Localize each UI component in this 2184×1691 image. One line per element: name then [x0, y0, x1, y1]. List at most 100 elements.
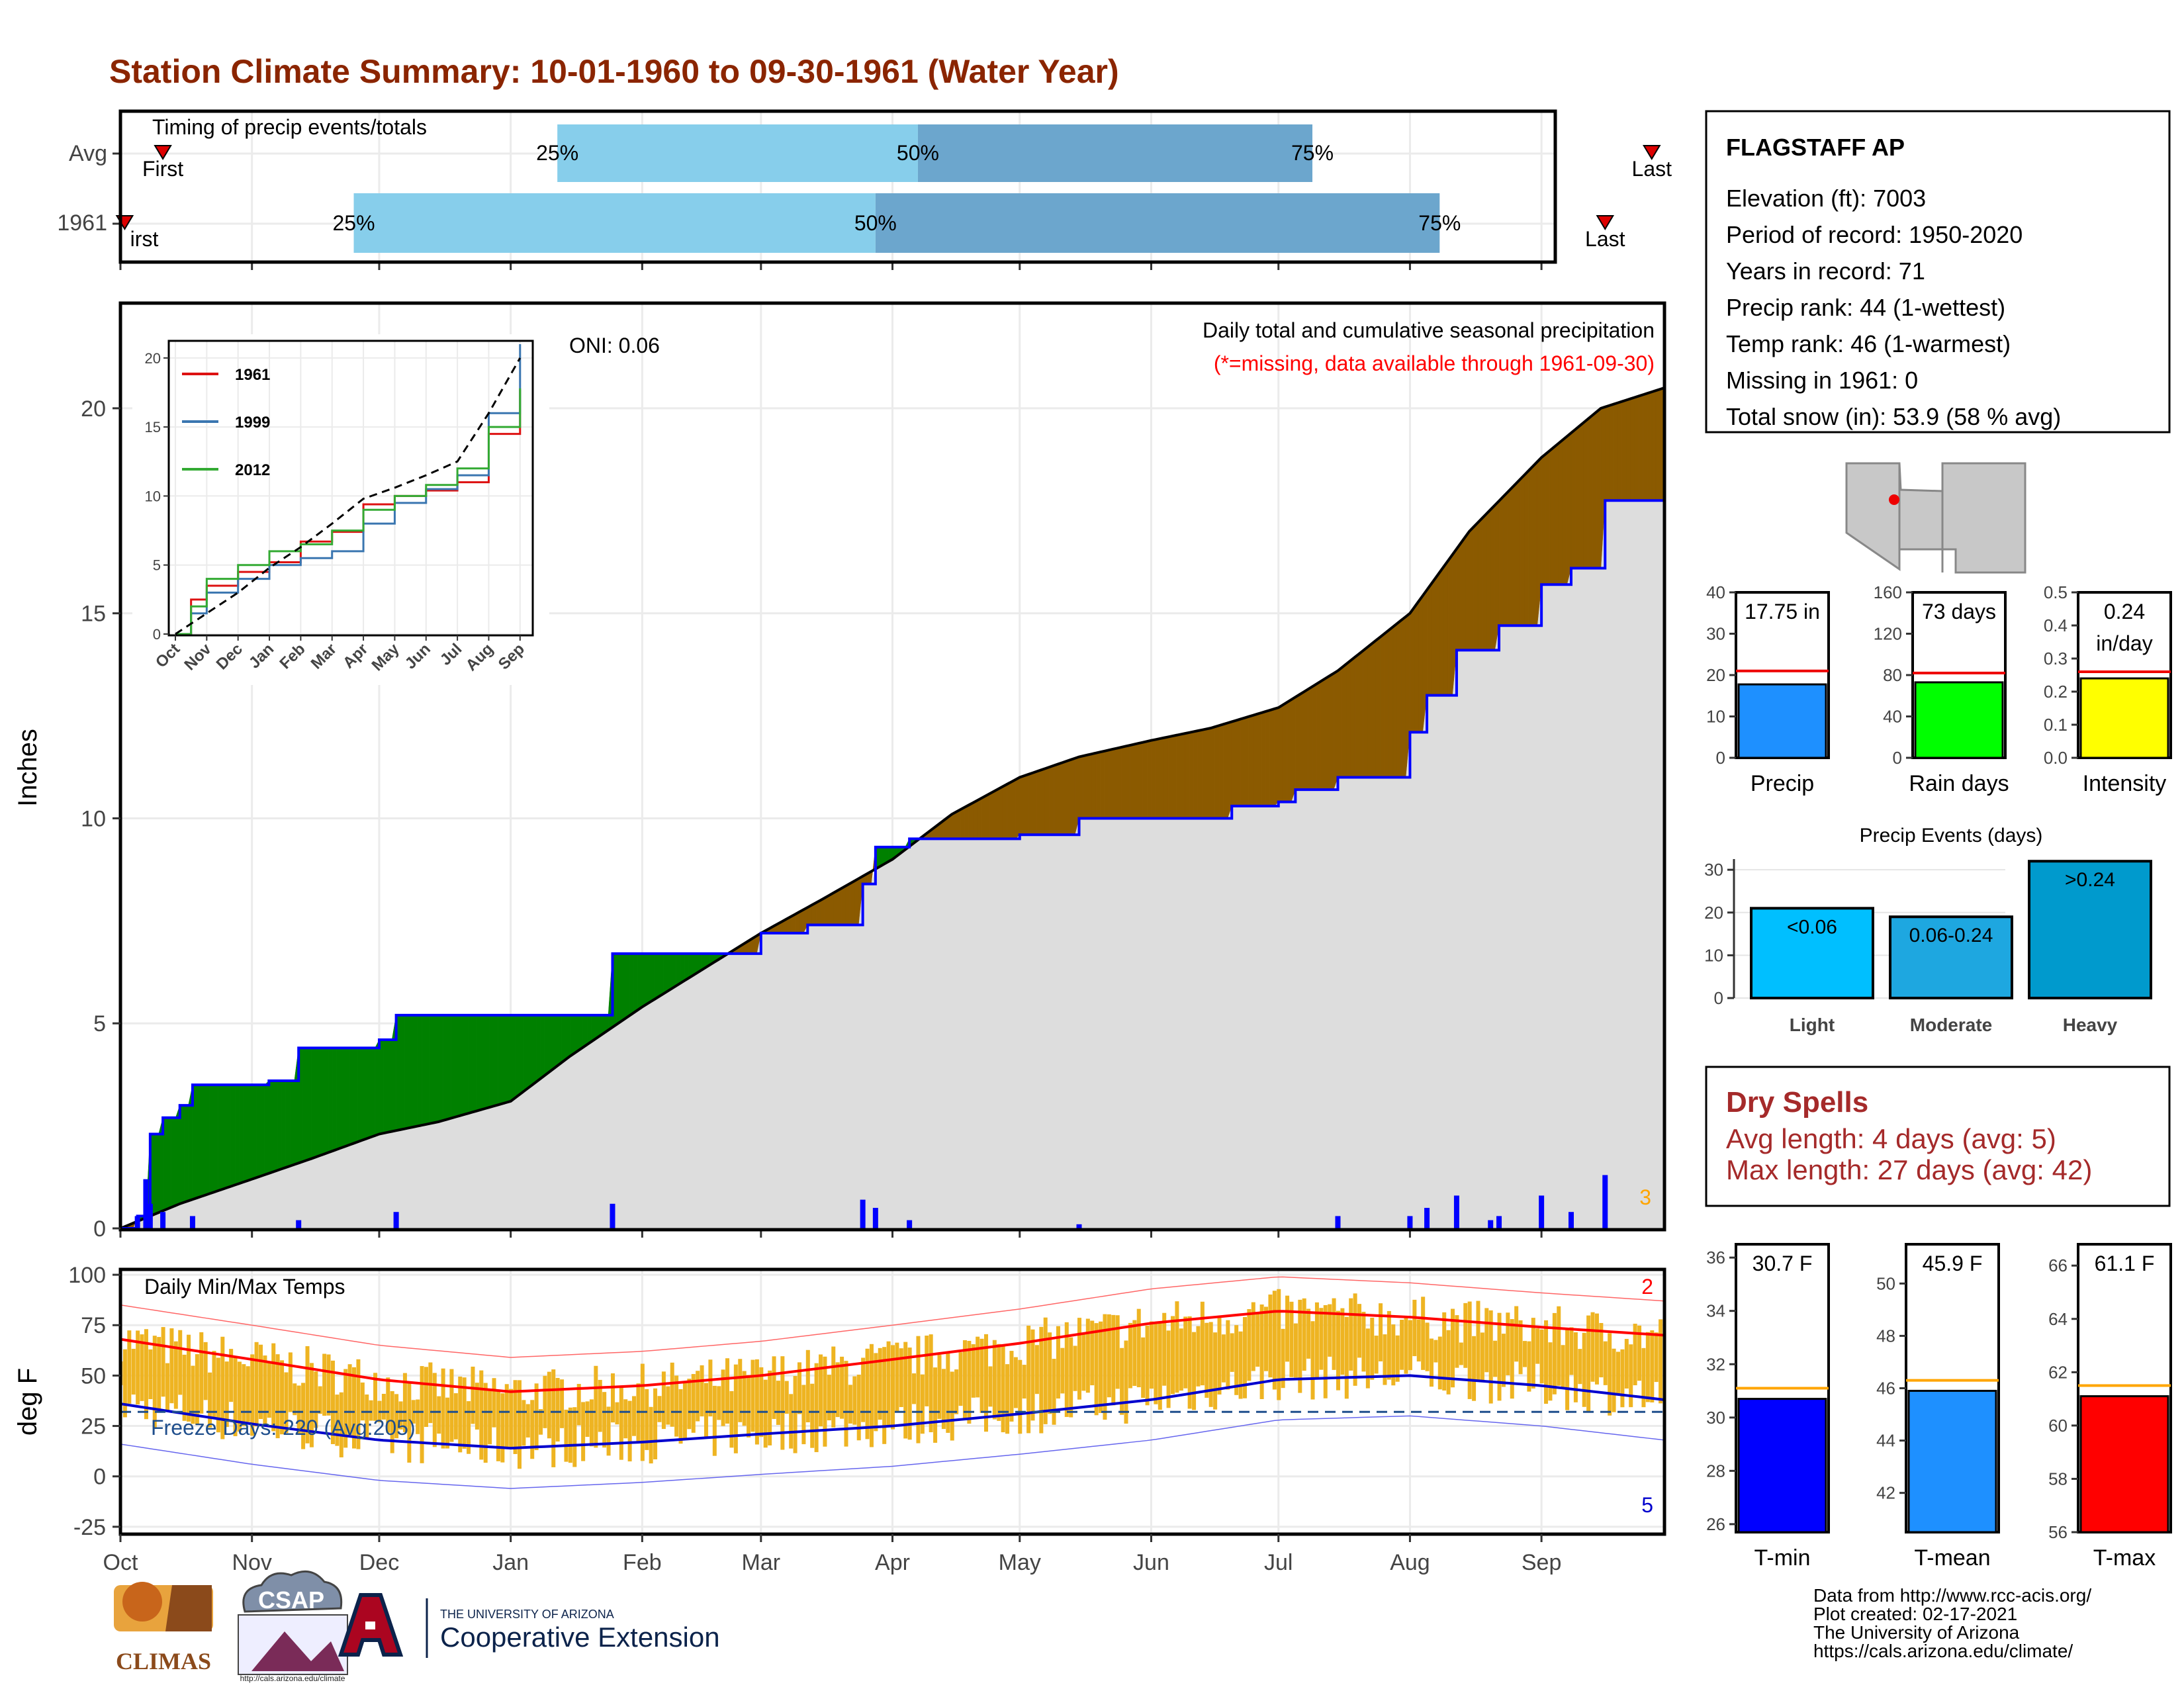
- temp-daily-bar: [1629, 1344, 1633, 1408]
- temp-daily-bar: [1425, 1322, 1430, 1371]
- station-info-line: Precip rank: 44 (1-wettest): [1726, 294, 2005, 321]
- temp-daily-bar: [1357, 1304, 1362, 1358]
- temp-daily-bar: [708, 1359, 713, 1417]
- temp-daily-bar: [572, 1407, 577, 1467]
- precip-surplus-area: [1142, 741, 1148, 819]
- precip-surplus-area: [1121, 746, 1126, 819]
- temp-daily-bar: [1582, 1332, 1586, 1407]
- timing-bar-25-50: [557, 124, 918, 182]
- temp-daily-bar: [144, 1329, 148, 1420]
- precip-ytick-label: 20: [81, 396, 106, 422]
- temp-daily-bar: [814, 1363, 819, 1453]
- temp-daily-bar: [543, 1375, 547, 1428]
- precip-events-chart: Precip Events (days) 0 10 20 30 <0.06 Light 0.…: [1704, 825, 2152, 1035]
- temp-daily-bar: [1272, 1291, 1277, 1390]
- temp-daily-bar: [1200, 1301, 1205, 1386]
- precip-surplus-area: [1193, 730, 1199, 819]
- precip-daily-bar: [1453, 1195, 1459, 1228]
- page-title: Station Climate Summary: 10-01-1960 to 0…: [109, 53, 1119, 90]
- temp-daily-bar: [1099, 1321, 1103, 1413]
- temp-daily-bar: [610, 1373, 615, 1423]
- temp-daily-bar: [267, 1361, 271, 1418]
- temp-daily-bar: [1408, 1320, 1412, 1371]
- temp-daily-bar: [865, 1348, 870, 1440]
- temp-daily-bar: [568, 1407, 572, 1463]
- temp-daily-bar: [768, 1370, 772, 1445]
- precip-surplus-area: [1007, 782, 1012, 839]
- precip-deficit-area: [447, 1015, 452, 1120]
- temp-daily-bar: [844, 1361, 848, 1447]
- temp-daily-bar: [1361, 1312, 1366, 1372]
- temp-daily-bar: [1365, 1328, 1370, 1389]
- temp-daily-bar: [687, 1379, 692, 1430]
- temp-daily-bar: [912, 1373, 917, 1404]
- temp-daily-bar: [140, 1334, 144, 1401]
- temp-daily-bar: [704, 1383, 708, 1439]
- precip-surplus-area: [1456, 542, 1461, 651]
- temp-daily-bar: [776, 1381, 780, 1425]
- precip-surplus-area: [1155, 738, 1160, 819]
- precip-surplus-area: [1477, 518, 1482, 651]
- timing-first-label: irst: [130, 227, 159, 251]
- temp-ytick-label: 0: [93, 1465, 106, 1490]
- temp-daily-bar: [1383, 1334, 1387, 1385]
- events-ytick-label: 10: [1704, 945, 1723, 965]
- precip-surplus-area: [1570, 429, 1576, 569]
- temp-daily-bar: [1115, 1315, 1120, 1389]
- events-bar-text: >0.24: [2065, 869, 2115, 891]
- temp-ytick-label: 100: [68, 1263, 106, 1288]
- temp-daily-bar: [1472, 1336, 1477, 1401]
- temp-daily-bar: [1594, 1313, 1599, 1385]
- temp-daily-bar: [458, 1376, 463, 1453]
- temp-daily-bar: [1166, 1330, 1171, 1408]
- temp-daily-bar: [1251, 1302, 1255, 1371]
- temp-daily-bar: [925, 1335, 929, 1406]
- station-info-line: Temp rank: 46 (1-warmest): [1726, 330, 2011, 357]
- temp-daily-bar: [721, 1369, 725, 1426]
- temp-daily-bar: [1259, 1304, 1264, 1399]
- gauge-ytick-label: 32: [1706, 1354, 1725, 1374]
- precip-deficit-area: [379, 1039, 384, 1134]
- temp-daily-bar: [1009, 1351, 1014, 1422]
- temp-daily-bar: [1379, 1303, 1383, 1361]
- precip-surplus-area: [829, 892, 834, 925]
- temp-daily-bar: [754, 1359, 759, 1445]
- timing-first-marker: [154, 145, 172, 160]
- precip-surplus-area: [1473, 522, 1479, 651]
- temp-daily-bar: [1226, 1320, 1230, 1390]
- precip-surplus-area: [1116, 747, 1122, 819]
- timing-pct-label: 75%: [1418, 211, 1461, 235]
- precip-surplus-area: [1643, 392, 1648, 501]
- timing-pct-label: 50%: [897, 141, 939, 165]
- temp-daily-bar: [1527, 1341, 1531, 1392]
- precip-deficit-area: [519, 1015, 524, 1095]
- temp-daily-bar: [513, 1380, 518, 1454]
- gauge-value-unit: in/day: [2096, 631, 2152, 655]
- precip-surplus-area: [1363, 647, 1368, 778]
- precip-surplus-area: [1426, 583, 1432, 696]
- station-info-line: Total snow (in): 53.9 (58 % avg): [1726, 403, 2061, 430]
- temp-daily-bar: [1455, 1315, 1459, 1368]
- temp-daily-bar: [173, 1341, 178, 1409]
- gauge-ytick-label: 60: [2048, 1416, 2068, 1436]
- precip-surplus-area: [1410, 607, 1415, 733]
- temp-daily-bar: [330, 1360, 335, 1444]
- precip-normal-fill: [120, 500, 1664, 1229]
- gauge-value-bar: [1914, 681, 2004, 759]
- gauge-ytick-label: 0: [1893, 748, 1902, 768]
- precip-surplus-area: [1265, 709, 1271, 807]
- gauge-label: T-mean: [1914, 1545, 1990, 1571]
- precip-deficit-area: [629, 953, 634, 1017]
- precip-surplus-area: [1507, 487, 1512, 626]
- precip-deficit-area: [201, 1084, 206, 1197]
- precip-surplus-area: [850, 880, 855, 925]
- precip-surplus-area: [1418, 595, 1423, 733]
- temp-daily-bar: [1022, 1365, 1026, 1399]
- gauge-ytick-label: 0: [1716, 748, 1725, 768]
- precip-observed-line: [120, 499, 1664, 1230]
- precip-surplus-area: [1248, 715, 1253, 807]
- timing-last-label: Last: [1585, 227, 1625, 251]
- precip-deficit-area: [362, 1048, 367, 1141]
- temp-daily-bar: [182, 1354, 187, 1421]
